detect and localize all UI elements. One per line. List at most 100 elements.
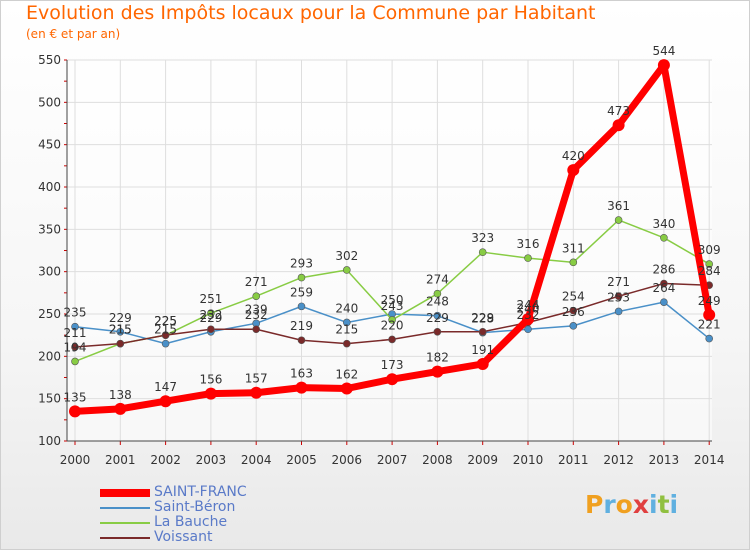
y-tick-label: 550 [38, 53, 61, 67]
data-point [295, 381, 308, 394]
data-point [342, 318, 351, 327]
data-label: 215 [154, 323, 177, 337]
data-point [204, 387, 217, 400]
data-label: 229 [109, 311, 132, 325]
logo-letter: x [632, 490, 649, 519]
data-label: 173 [381, 358, 404, 372]
data-point [569, 306, 578, 315]
data-label: 271 [607, 275, 630, 289]
logo-letter: o [615, 490, 633, 519]
x-tick-label: 2005 [286, 453, 317, 467]
data-label: 156 [199, 373, 222, 387]
data-point [431, 365, 444, 378]
data-label: 215 [109, 323, 132, 337]
data-point [386, 373, 399, 386]
proxiti-logo: Proxiti [585, 490, 678, 519]
data-point [660, 298, 668, 306]
data-point [476, 357, 489, 370]
y-tick-label: 350 [38, 222, 61, 236]
x-tick-label: 2012 [603, 453, 634, 467]
data-point [478, 327, 487, 336]
x-tick-label: 2000 [60, 453, 91, 467]
legend-swatch [100, 522, 150, 524]
data-label: 544 [652, 44, 675, 58]
data-label: 147 [154, 380, 177, 394]
x-tick-label: 2007 [377, 453, 408, 467]
x-tick-label: 2008 [422, 453, 453, 467]
y-tick-label: 200 [38, 349, 61, 363]
data-label: 274 [426, 273, 449, 287]
data-label: 311 [562, 241, 585, 255]
legend-label: Saint-Béron [154, 499, 236, 515]
data-label: 232 [517, 308, 540, 322]
x-tick-label: 2010 [513, 453, 544, 467]
data-point [705, 334, 714, 343]
data-point [614, 292, 623, 301]
data-label: 191 [471, 343, 494, 357]
data-point [161, 339, 170, 348]
legend-label: Voissant [154, 529, 213, 545]
data-point [207, 325, 215, 334]
data-point [614, 307, 623, 316]
legend-label: SAINT-FRANC [154, 484, 247, 500]
data-label: 253 [607, 290, 630, 304]
logo-letter: i [669, 490, 679, 519]
data-point [252, 292, 261, 301]
data-point [657, 59, 670, 72]
data-label: 157 [245, 372, 268, 386]
y-tick-label: 500 [38, 95, 61, 109]
data-label: 309 [698, 243, 721, 257]
data-point [297, 336, 306, 345]
data-label: 316 [517, 237, 540, 251]
data-point [569, 258, 578, 267]
data-label: 243 [381, 299, 404, 313]
data-label: 271 [245, 275, 268, 289]
data-point [433, 327, 442, 336]
data-point [342, 339, 351, 348]
data-labels: 135 138 147 156 157 163 162 173 182 191 244 420 473 5… [64, 44, 721, 404]
data-point [159, 395, 172, 408]
data-label: 236 [562, 305, 585, 319]
y-tick-label: 300 [38, 265, 61, 279]
data-label: 215 [335, 323, 358, 337]
data-point [388, 316, 396, 324]
x-tick-label: 2002 [150, 453, 181, 467]
x-tick-label: 2011 [558, 453, 589, 467]
y-tick-label: 250 [38, 307, 61, 321]
data-label: 284 [698, 264, 721, 278]
data-point [207, 309, 215, 317]
data-label: 194 [64, 340, 87, 354]
data-label: 340 [652, 217, 675, 231]
data-point [660, 234, 668, 242]
data-point [297, 273, 306, 282]
legend-swatch [100, 489, 150, 497]
data-label: 229 [426, 311, 449, 325]
data-label: 232 [199, 308, 222, 322]
x-tick-label: 2001 [105, 453, 136, 467]
data-label: 211 [64, 326, 87, 340]
data-label: 221 [698, 318, 721, 332]
data-point [340, 382, 353, 395]
legend-swatch [100, 537, 150, 539]
series-lines [69, 59, 716, 418]
legend-item: La Bauche [100, 515, 360, 530]
data-point [522, 313, 534, 326]
data-label: 244 [517, 298, 540, 312]
data-label: 225 [154, 314, 177, 328]
data-point [116, 339, 125, 348]
data-label: 229 [471, 311, 494, 325]
data-label: 361 [607, 199, 630, 213]
data-point [71, 322, 79, 331]
data-point [69, 405, 81, 418]
y-tick-label: 450 [38, 138, 61, 152]
data-point [612, 119, 625, 132]
data-point [252, 325, 261, 334]
data-label: 420 [562, 149, 585, 163]
x-tick-label: 2006 [332, 453, 363, 467]
axes: 100 150 200 250 300 350 400 450 500 550 2000 2001 20… [38, 53, 724, 467]
data-label: 323 [471, 231, 494, 245]
data-label: 135 [64, 390, 87, 404]
data-label: 254 [562, 290, 585, 304]
data-label: 473 [607, 104, 630, 118]
data-point [114, 402, 127, 415]
